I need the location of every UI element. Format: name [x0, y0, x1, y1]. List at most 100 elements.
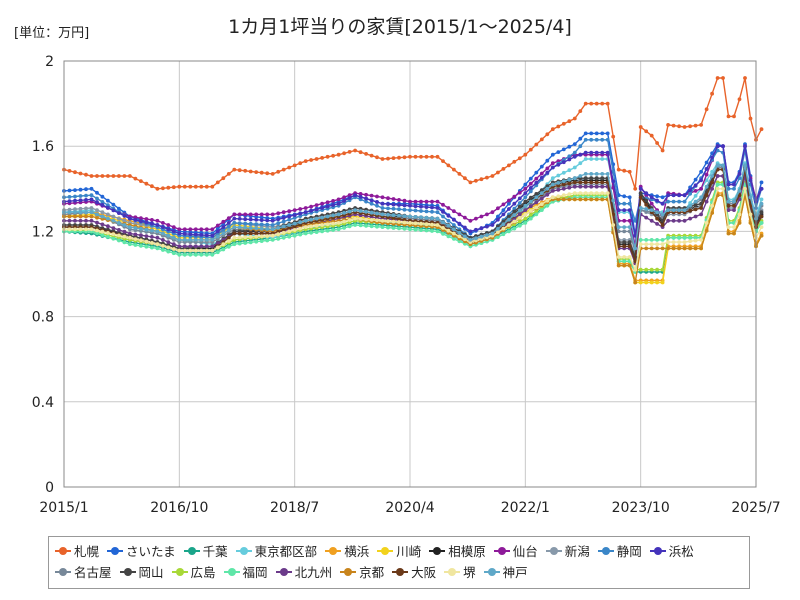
data-point	[67, 169, 72, 173]
data-point	[633, 280, 638, 285]
data-point	[144, 217, 149, 221]
data-point	[408, 214, 412, 219]
data-point	[397, 213, 401, 218]
data-point	[572, 116, 577, 121]
data-point	[550, 182, 555, 187]
data-point	[193, 252, 198, 257]
legend-label: 堺	[463, 565, 476, 580]
data-point	[188, 248, 193, 253]
data-point	[512, 226, 517, 231]
data-point	[155, 235, 160, 240]
data-point	[391, 213, 396, 218]
data-point	[188, 252, 193, 257]
data-point	[73, 207, 77, 212]
data-point	[364, 199, 368, 204]
data-point	[644, 191, 649, 196]
data-point	[512, 219, 517, 224]
data-point	[270, 218, 275, 223]
data-point	[452, 227, 456, 232]
data-point	[605, 101, 610, 106]
data-point	[512, 194, 517, 199]
data-point	[67, 218, 72, 223]
data-point	[655, 238, 659, 242]
data-point	[699, 212, 703, 217]
data-point	[611, 212, 616, 217]
data-point	[704, 199, 709, 204]
y-tick-label: 1.6	[32, 139, 54, 155]
data-point	[150, 184, 154, 189]
data-point	[325, 200, 330, 205]
data-point	[452, 223, 456, 227]
data-point	[517, 216, 522, 220]
data-point	[413, 208, 418, 213]
data-point	[605, 191, 610, 196]
data-point	[139, 238, 143, 243]
data-point	[287, 209, 292, 214]
data-point	[710, 180, 714, 185]
data-point	[380, 195, 385, 200]
data-point	[649, 246, 654, 251]
data-point	[523, 212, 528, 217]
data-point	[161, 186, 165, 191]
data-point	[292, 163, 297, 168]
data-point	[594, 180, 599, 185]
data-point	[215, 226, 220, 231]
data-point	[677, 124, 681, 129]
data-point	[182, 232, 187, 236]
data-point	[688, 216, 692, 221]
data-point	[292, 208, 297, 213]
data-point	[150, 218, 154, 222]
data-point	[616, 208, 621, 213]
data-point	[171, 229, 176, 234]
data-point	[298, 207, 303, 211]
data-point	[303, 225, 308, 230]
data-point	[375, 155, 379, 160]
data-point	[715, 174, 720, 178]
data-point	[67, 199, 72, 204]
legend-swatch	[340, 567, 357, 576]
data-point	[408, 208, 412, 213]
data-point	[594, 176, 599, 181]
data-point	[364, 192, 368, 197]
data-point	[100, 233, 105, 238]
data-point	[688, 201, 692, 205]
data-point	[369, 218, 374, 222]
data-point	[556, 124, 561, 129]
data-point	[446, 206, 451, 210]
data-point	[721, 144, 725, 149]
data-point	[567, 185, 572, 190]
data-point	[704, 160, 709, 165]
legend-item: 仙台	[493, 540, 538, 561]
data-point	[226, 172, 231, 176]
data-point	[572, 176, 577, 181]
data-point	[748, 116, 753, 121]
data-point	[539, 171, 544, 176]
data-point	[627, 263, 632, 268]
data-point	[501, 167, 506, 171]
data-point	[441, 159, 445, 164]
data-point	[364, 209, 368, 214]
data-point	[534, 212, 539, 217]
data-point	[446, 163, 451, 168]
data-point	[622, 244, 627, 249]
data-point	[150, 241, 154, 245]
data-point	[534, 180, 539, 185]
data-point	[215, 180, 220, 185]
data-point	[644, 238, 649, 242]
y-tick-label: 0	[45, 480, 54, 496]
data-point	[583, 176, 588, 181]
data-point	[649, 195, 654, 200]
data-point	[265, 218, 270, 223]
data-point	[248, 226, 253, 231]
data-point	[193, 238, 198, 242]
data-point	[507, 223, 511, 227]
data-point	[666, 246, 670, 251]
data-point	[452, 209, 456, 214]
data-point	[539, 164, 544, 169]
data-point	[616, 263, 621, 268]
data-point	[397, 217, 401, 221]
data-point	[391, 206, 396, 211]
data-point	[397, 203, 401, 207]
data-point	[677, 246, 681, 251]
data-point	[155, 223, 160, 227]
